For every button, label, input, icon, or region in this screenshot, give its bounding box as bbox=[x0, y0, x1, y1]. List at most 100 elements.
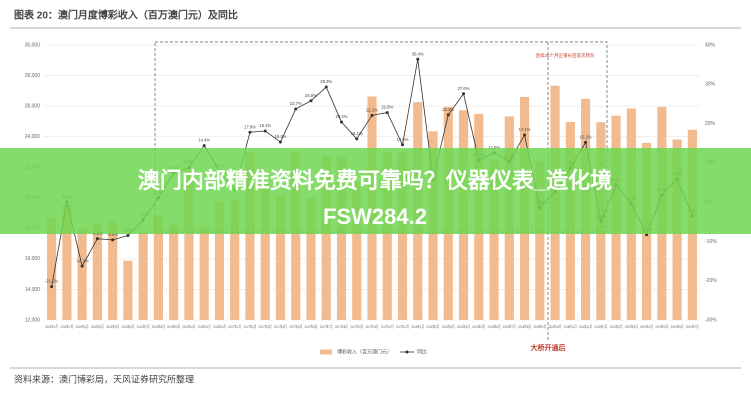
data-label: 29.3% bbox=[320, 79, 332, 84]
x-tick-label: 2019年4月 bbox=[640, 323, 653, 329]
x-tick-label: 2018年7月 bbox=[503, 323, 516, 329]
bar bbox=[397, 152, 408, 320]
banner-text: 澳门内部精准资料免费可靠吗？仪器仪表_造化境 bbox=[138, 168, 612, 193]
bar bbox=[291, 151, 301, 320]
x-tick-label: 2019年2月 bbox=[610, 323, 623, 329]
point bbox=[401, 143, 405, 147]
data-label: -16.3% bbox=[75, 258, 89, 263]
legend-swatch bbox=[320, 349, 332, 355]
x-tick-label: 2017年7月 bbox=[320, 323, 333, 329]
point bbox=[385, 111, 389, 115]
bar bbox=[336, 156, 347, 320]
y-tick-label: 26,000 bbox=[25, 103, 41, 109]
x-tick-label: 2017年9月 bbox=[350, 323, 363, 329]
x-tick-label: 2017年10月 bbox=[366, 323, 379, 329]
x-tick-label: 2017年5月 bbox=[289, 323, 302, 329]
x-tick-label: 2016年11月 bbox=[198, 323, 211, 329]
data-label: 23.7% bbox=[290, 101, 302, 106]
point bbox=[584, 140, 588, 144]
bar bbox=[260, 178, 270, 320]
x-tick-label: 2018年1月 bbox=[411, 323, 424, 329]
bar bbox=[230, 199, 240, 320]
x-tick-label: 2018年11月 bbox=[564, 323, 577, 329]
data-label: 22.8% bbox=[381, 105, 393, 110]
data-label: 36.4% bbox=[412, 51, 424, 56]
bar bbox=[245, 152, 255, 320]
data-label: -9.6% bbox=[107, 232, 118, 237]
x-tick-label: 2016年7月 bbox=[137, 323, 150, 329]
point bbox=[278, 140, 282, 144]
x-tick-label: 2016年9月 bbox=[167, 323, 180, 329]
point bbox=[324, 85, 328, 89]
x-tick-label: 2017年4月 bbox=[274, 323, 287, 329]
point bbox=[370, 113, 374, 117]
y-tick-label: 12,000 bbox=[25, 317, 41, 323]
bar bbox=[184, 170, 194, 320]
point bbox=[355, 137, 359, 141]
bar bbox=[62, 205, 72, 320]
bar bbox=[108, 221, 118, 320]
x-tick-label: 2016年3月 bbox=[76, 323, 89, 329]
y2-tick-label: -20% bbox=[705, 278, 717, 284]
x-tick-label: 2017年8月 bbox=[335, 323, 348, 329]
data-label: 17.8% bbox=[244, 124, 256, 129]
bar bbox=[199, 226, 209, 320]
point bbox=[339, 120, 343, 124]
x-tick-label: 2018年6月 bbox=[488, 323, 501, 329]
x-tick-label: 2019年3月 bbox=[625, 323, 638, 329]
data-label: 12.5% bbox=[488, 145, 500, 150]
x-tick-label: 2016年4月 bbox=[91, 323, 104, 329]
point bbox=[523, 133, 527, 137]
data-label: 14.4% bbox=[198, 138, 210, 143]
bar bbox=[138, 231, 148, 320]
legend-label: 同比 bbox=[417, 348, 427, 355]
y2-tick-label: -10% bbox=[705, 239, 717, 245]
legend-label: 博彩收入（百万澳门元） bbox=[337, 348, 392, 355]
bar bbox=[306, 197, 316, 320]
point bbox=[294, 107, 298, 111]
data-label: 25.8% bbox=[305, 93, 317, 98]
point bbox=[126, 234, 130, 238]
x-tick-label: 2019年1月 bbox=[594, 323, 607, 329]
data-label: 17.1% bbox=[519, 127, 531, 132]
bar bbox=[321, 155, 331, 320]
annotation: 大桥开通后 bbox=[531, 343, 566, 352]
bar bbox=[382, 152, 392, 320]
y-tick-label: 24,000 bbox=[25, 134, 41, 140]
point bbox=[416, 57, 420, 61]
x-tick-label: 2018年10月 bbox=[549, 323, 562, 329]
x-tick-label: 2017年2月 bbox=[243, 323, 256, 329]
bar bbox=[123, 260, 133, 320]
y-tick-label: 30,000 bbox=[25, 42, 41, 48]
point bbox=[309, 99, 313, 103]
x-tick-label: 2019年5月 bbox=[655, 323, 668, 329]
point bbox=[248, 130, 252, 134]
bar bbox=[153, 215, 163, 320]
data-label: 20.4% bbox=[336, 114, 348, 119]
x-tick-label: 2017年1月 bbox=[228, 323, 241, 329]
x-tick-label: 2018年9月 bbox=[533, 323, 546, 329]
point bbox=[80, 264, 84, 268]
y2-tick-label: 20% bbox=[705, 121, 716, 127]
point bbox=[446, 113, 450, 117]
bar bbox=[92, 224, 102, 320]
x-tick-label: 2016年1月 bbox=[45, 323, 58, 329]
x-tick-label: 2017年11月 bbox=[381, 323, 394, 329]
data-label: 18.1% bbox=[259, 123, 271, 128]
data-label: 14.6% bbox=[397, 137, 409, 142]
x-tick-label: 2016年5月 bbox=[106, 323, 119, 329]
point bbox=[202, 144, 206, 148]
x-tick-label: 2016年10月 bbox=[182, 323, 195, 329]
y-tick-label: 28,000 bbox=[25, 73, 41, 79]
y2-tick-label: -30% bbox=[705, 317, 717, 323]
legend-swatch bbox=[405, 350, 409, 354]
data-label: 27.6% bbox=[458, 86, 470, 91]
data-label: 15.2% bbox=[580, 135, 592, 140]
point bbox=[111, 238, 115, 242]
data-label: 22.1% bbox=[366, 107, 378, 112]
x-tick-label: 2018年12月 bbox=[579, 323, 592, 329]
point bbox=[95, 237, 99, 241]
point bbox=[462, 92, 466, 96]
x-tick-label: 2016年12月 bbox=[213, 323, 226, 329]
bar bbox=[214, 201, 225, 320]
